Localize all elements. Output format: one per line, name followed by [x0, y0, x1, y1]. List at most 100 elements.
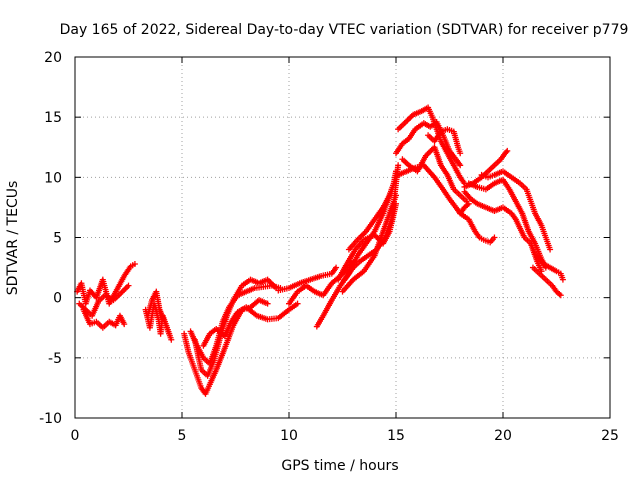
- data-markers: [535, 254, 546, 266]
- data-markers: [355, 242, 368, 257]
- data-markers: [462, 190, 473, 201]
- data-markers: [103, 293, 115, 303]
- data-markers: [484, 181, 496, 192]
- data-markers: [362, 254, 377, 273]
- data-markers: [537, 272, 548, 282]
- data-markers: [493, 157, 503, 167]
- data-markers: [257, 277, 269, 286]
- series-track-27: [529, 264, 564, 299]
- x-axis-label: GPS time / hours: [281, 458, 398, 474]
- data-markers: [451, 164, 463, 179]
- y-tick-label: -5: [48, 351, 62, 367]
- data-point: [559, 276, 566, 283]
- data-markers: [208, 327, 218, 336]
- data-markers: [236, 305, 248, 315]
- series-track-13: [339, 192, 399, 295]
- data-point: [395, 162, 402, 169]
- data-markers: [336, 262, 349, 281]
- data-markers: [440, 127, 449, 134]
- data-markers: [249, 277, 261, 286]
- data-markers: [253, 284, 265, 291]
- data-point: [557, 292, 564, 299]
- data-markers: [101, 320, 111, 330]
- data-markers: [192, 338, 204, 371]
- series-track-24: [461, 188, 545, 275]
- data-markers: [486, 163, 496, 173]
- data-markers: [476, 184, 487, 192]
- data-markers: [340, 278, 355, 294]
- data-markers: [199, 386, 208, 396]
- data-markers: [528, 200, 538, 215]
- chart-title: Day 165 of 2022, Sidereal Day-to-day VTE…: [60, 22, 629, 38]
- y-tick-label: 5: [53, 231, 62, 247]
- data-markers: [446, 127, 455, 134]
- data-markers: [554, 289, 563, 298]
- data-markers: [77, 302, 88, 312]
- data-point: [504, 147, 511, 154]
- data-markers: [394, 142, 405, 155]
- data-markers: [420, 105, 430, 114]
- data-markers: [507, 188, 518, 203]
- data-markers: [199, 368, 210, 378]
- data-markers: [458, 175, 467, 185]
- data-markers: [388, 164, 401, 221]
- data-point: [463, 198, 470, 205]
- data-markers: [535, 260, 544, 273]
- data-markers: [432, 130, 443, 143]
- data-markers: [321, 281, 334, 297]
- series-track-3: [80, 306, 128, 331]
- data-markers: [432, 176, 445, 191]
- grid: [75, 57, 610, 418]
- data-points: [74, 104, 566, 397]
- data-markers: [207, 368, 219, 386]
- data-point: [547, 246, 554, 253]
- data-markers: [396, 169, 408, 178]
- data-markers: [401, 137, 411, 146]
- data-markers: [162, 320, 172, 335]
- data-markers: [445, 151, 456, 167]
- data-markers: [347, 238, 360, 251]
- data-markers: [484, 205, 496, 214]
- data-markers: [415, 154, 429, 173]
- data-markers: [257, 297, 269, 306]
- data-markers: [321, 298, 334, 317]
- data-markers: [503, 149, 510, 156]
- series-track-28: [534, 252, 566, 283]
- data-markers: [117, 314, 127, 326]
- series-track-21: [425, 126, 464, 157]
- data-point: [125, 282, 132, 289]
- data-markers: [471, 175, 483, 186]
- data-markers: [493, 169, 505, 178]
- data-markers: [240, 277, 252, 288]
- ticks: 0 5 10 15 20 25 -10 -5 0 5 10 15 20: [39, 50, 619, 444]
- data-markers: [548, 265, 558, 274]
- data-markers: [451, 130, 461, 149]
- data-markers: [447, 197, 458, 209]
- data-markers: [276, 307, 291, 320]
- data-markers: [95, 320, 105, 330]
- data-markers: [428, 120, 439, 129]
- data-markers: [447, 149, 458, 161]
- data-markers: [351, 260, 362, 270]
- data-markers: [374, 236, 388, 251]
- data-markers: [401, 157, 411, 167]
- data-markers: [353, 238, 366, 251]
- x-tick-label: 15: [387, 428, 405, 444]
- data-markers: [296, 283, 308, 294]
- data-markers: [543, 236, 553, 251]
- data-markers: [482, 237, 492, 245]
- data-markers: [476, 201, 488, 210]
- data-markers: [513, 200, 525, 215]
- data-markers: [501, 178, 512, 191]
- data-markers: [342, 266, 355, 281]
- data-markers: [533, 212, 544, 227]
- data-markers: [487, 172, 496, 180]
- y-tick-label: 0: [53, 291, 62, 307]
- data-markers: [190, 362, 200, 377]
- data-markers: [194, 374, 204, 389]
- data-markers: [458, 193, 469, 203]
- data-point: [333, 264, 340, 271]
- data-markers: [224, 299, 236, 317]
- data-markers: [558, 272, 566, 281]
- data-markers: [213, 347, 228, 372]
